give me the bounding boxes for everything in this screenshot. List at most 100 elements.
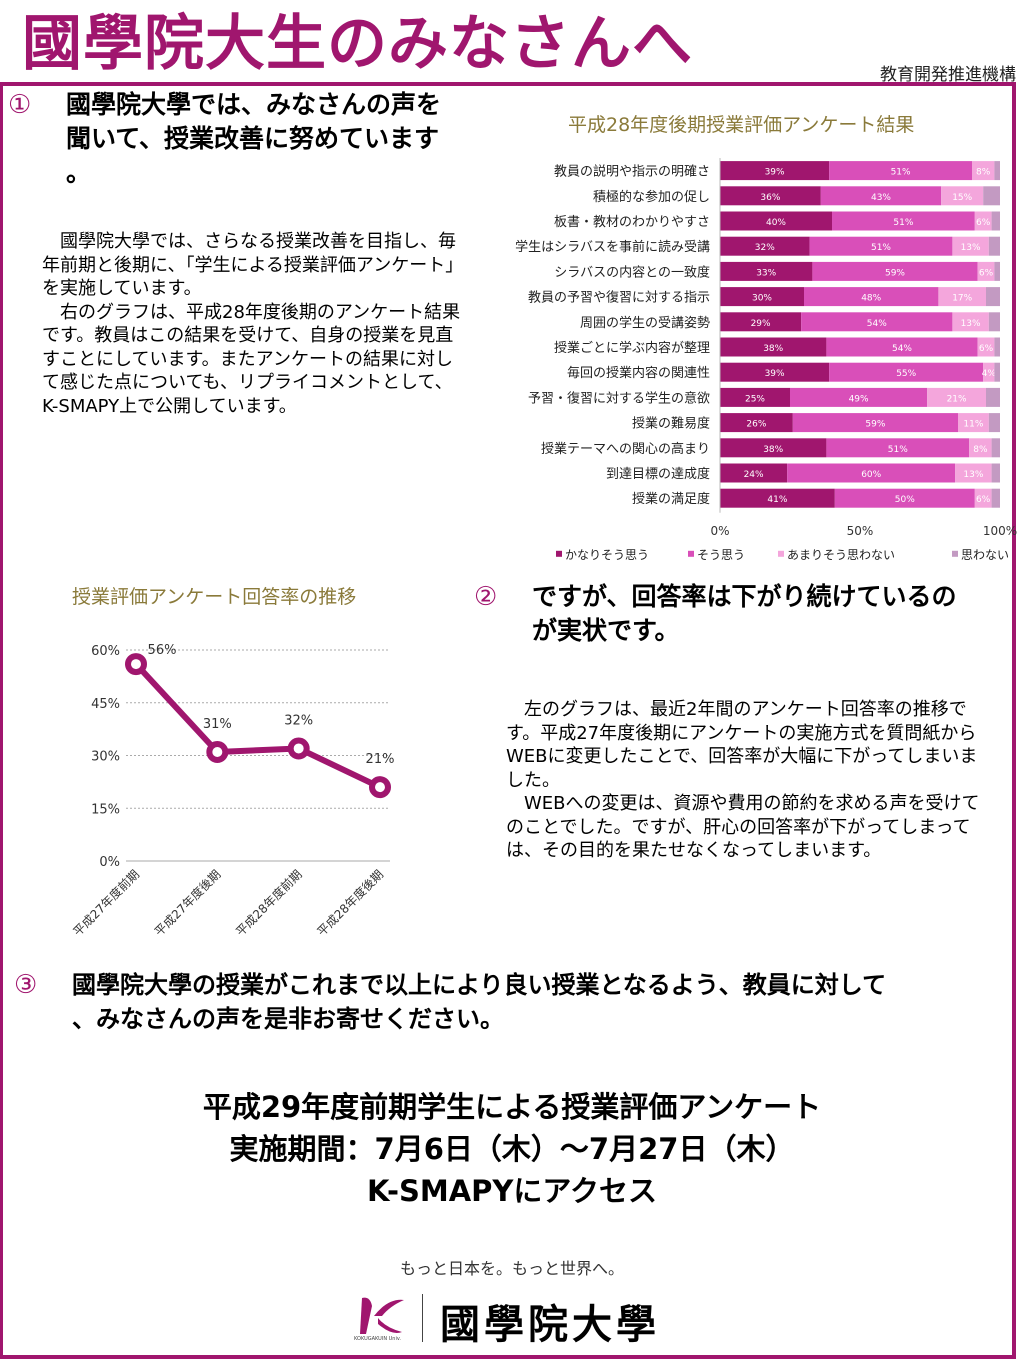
data-label: 56%: [148, 643, 177, 658]
data-point: [287, 737, 310, 760]
bar-segment: [809, 236, 953, 256]
y-tick-label: 60%: [91, 644, 120, 659]
data-label: 40%: [766, 218, 786, 228]
series-line: [133, 662, 382, 790]
bar-segment: [826, 337, 978, 357]
bar-segment: [720, 413, 793, 433]
bar-segment: [720, 161, 830, 181]
data-label: 21%: [947, 394, 967, 404]
legend-swatch: [556, 550, 562, 557]
legend-swatch: [778, 550, 784, 557]
data-label: 31%: [203, 717, 232, 732]
university-logo: KOKUGAKUIN Univ. 國學院大學: [352, 1290, 692, 1348]
line-chart: 0% 15% 30% 45% 60% 56% 31% 32% 21% 平成27年度前期 平成27年度…: [70, 643, 395, 939]
data-label: 24%: [744, 470, 764, 480]
data-label: 26%: [746, 420, 766, 430]
category-label: 授業の難易度: [632, 416, 710, 432]
bar-segment: [832, 211, 975, 231]
bar-segment: [986, 287, 1000, 307]
data-label: 25%: [745, 394, 765, 404]
category-label: 授業の満足度: [632, 491, 710, 507]
bar-segment: [804, 287, 939, 307]
bar-segment: [720, 387, 790, 407]
slogan: もっと日本を。もっと世界へ。: [399, 1259, 624, 1278]
bar-segment: [938, 287, 986, 307]
data-label: 32%: [284, 713, 313, 728]
section3-heading-line: 、みなさんの声を是非お寄せください。: [72, 1005, 504, 1033]
bar-segment: [826, 438, 970, 458]
bar-segment: [972, 161, 995, 181]
section3-heading-line: 國學院大學の授業がこれまで以上により良い授業となるよう、教員に対して: [72, 971, 887, 999]
x-tick-label: 平成27年度前期: [70, 867, 142, 939]
data-label: 50%: [895, 495, 915, 505]
bar-segment: [958, 413, 989, 433]
bar-chart-title: 平成28年度後期授業評価アンケート結果: [568, 114, 915, 136]
data-label: 21%: [366, 752, 395, 767]
bar-segment: [720, 488, 835, 508]
y-tick-label: 45%: [91, 697, 120, 712]
bar-segment: [792, 413, 958, 433]
data-label: 51%: [893, 218, 913, 228]
announcement: 平成29年度前期学生による授業評価アンケート 実施期間：7月6日（木）～7月27…: [0, 1086, 1024, 1212]
x-tick-label: 平成28年度後期: [314, 867, 386, 939]
data-label: 8%: [976, 168, 991, 178]
bar-segment: [720, 261, 813, 281]
section2-heading-line: ですが、回答率は下がり続けているの: [532, 582, 957, 611]
legend-label: そう思う: [697, 548, 745, 562]
section3-number: ③: [14, 970, 38, 1000]
line-chart-title: 授業評価アンケート回答率の推移: [72, 586, 357, 608]
data-label: 11%: [963, 420, 983, 430]
bar-segment: [952, 236, 989, 256]
category-label: 毎回の授業内容の関連性: [567, 365, 710, 381]
category-label: シラバスの内容との一致度: [554, 264, 710, 280]
bar-segment: [955, 463, 992, 483]
section1-number: ①: [8, 90, 32, 120]
bar-segment: [720, 463, 788, 483]
data-label: 6%: [976, 218, 991, 228]
logo-subtext: KOKUGAKUIN Univ.: [354, 1336, 402, 1342]
logo-wordmark: 國學院大學: [440, 1301, 660, 1348]
data-label: 32%: [755, 243, 775, 253]
y-tick-label: 0%: [99, 855, 120, 870]
x-tick-label: 平成27年度後期: [151, 867, 223, 939]
data-label: 6%: [979, 344, 994, 354]
x-tick-label: 100%: [983, 524, 1017, 538]
data-label: 38%: [763, 445, 783, 455]
data-label: 13%: [963, 470, 983, 480]
data-label: 4%: [982, 369, 997, 379]
data-label: 48%: [861, 294, 881, 304]
bar-segment: [994, 337, 1000, 357]
bar-chart: 教員の説明や指示の明確さ 39% 51% 8% 積極的な参加の促し 36% 43% 15% 板書…: [515, 158, 1017, 562]
bar-segment: [986, 387, 1000, 407]
data-label: 17%: [952, 294, 972, 304]
data-label: 30%: [752, 294, 772, 304]
legend-swatch: [688, 550, 694, 557]
x-tick-label: 50%: [847, 524, 874, 538]
bar-segment: [812, 261, 978, 281]
data-label: 6%: [976, 495, 991, 505]
bar-segment: [994, 261, 1000, 281]
bar-segment: [988, 236, 1000, 256]
page-title: 國學院大生のみなさんへ: [22, 9, 693, 79]
legend-swatch: [952, 550, 958, 557]
organization-name: 教育開発推進機構: [880, 65, 1016, 85]
section1-paragraph: 國學院大學では、さらなる授業改善を目指し、毎年前期と後期に、「学生による授業評価…: [42, 231, 464, 299]
logo-divider: [422, 1294, 423, 1342]
legend-label: かなりそう思う: [565, 548, 649, 562]
bar-segment: [834, 488, 975, 508]
section2-body: 左のグラフは、最近2年間のアンケート回答率の推移です。平成27年度後期にアンケー…: [506, 698, 986, 863]
data-label: 55%: [896, 369, 916, 379]
data-label: 49%: [849, 394, 869, 404]
section3-heading: 國學院大學の授業がこれまで以上により良い授業となるよう、教員に対して 、みなさん…: [72, 968, 886, 1036]
category-label: 教員の予習や復習に対する指示: [528, 290, 710, 306]
x-tick-label: 0%: [710, 524, 729, 538]
bar-segment: [790, 387, 928, 407]
legend-label: 思わない: [961, 548, 1009, 562]
section1-heading-line: 聞いて、授業改善に努めています: [66, 124, 440, 153]
bar-segment: [720, 438, 827, 458]
section1-heading-line: 國學院大學では、みなさんの声を: [66, 90, 442, 119]
category-label: 授業テーマへの関心の高まり: [541, 441, 710, 457]
bar-segment: [787, 463, 956, 483]
bar-segment: [720, 312, 802, 332]
bar-segment: [829, 161, 972, 181]
